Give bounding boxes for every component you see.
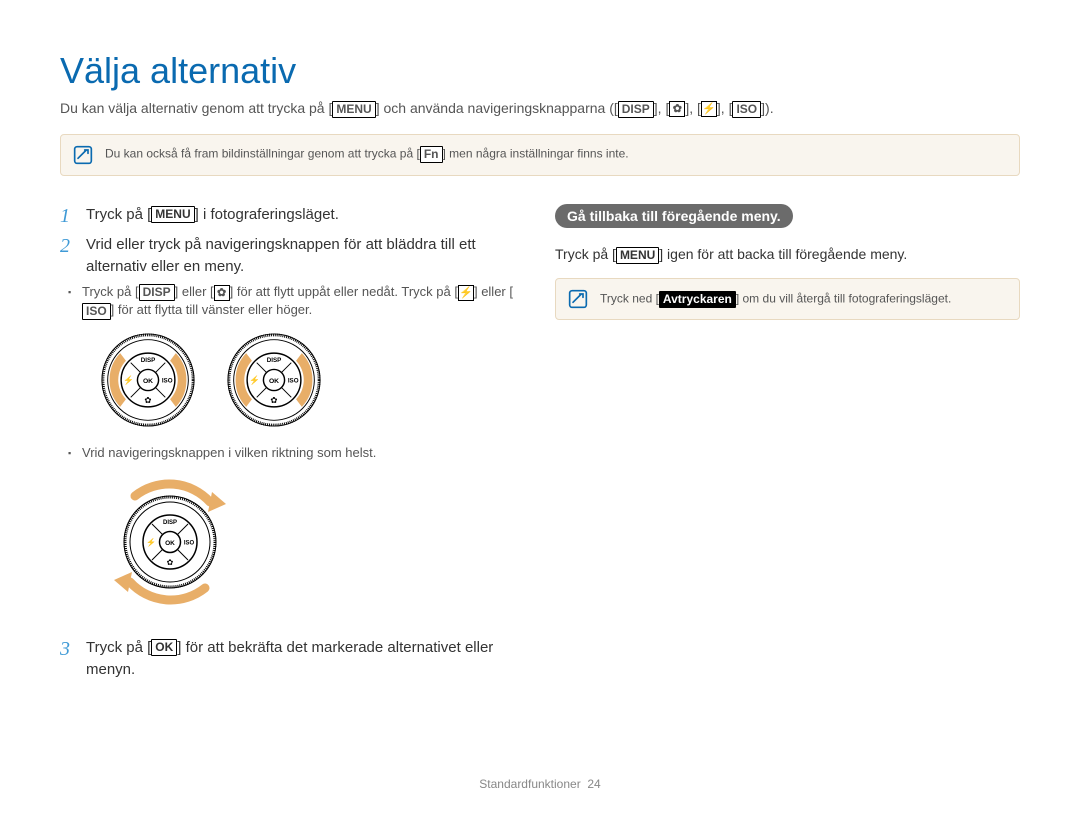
subsection-title: Gå tillbaka till föregående meny.	[555, 204, 793, 228]
text: ] och använda navigeringsknapparna ([	[376, 100, 618, 116]
page-title: Välja alternativ	[60, 50, 1020, 92]
text: ], [	[685, 100, 701, 116]
text: ] men några inställningar finns inte.	[443, 147, 629, 161]
text: ] eller [	[474, 284, 513, 299]
right-text: Tryck på [MENU] igen för att backa till …	[555, 244, 1020, 264]
svg-text:ISO: ISO	[184, 540, 195, 546]
text: ] i fotograferingsläget.	[195, 206, 339, 223]
nav-dial-icon	[226, 332, 322, 428]
iso-button-label: ISO	[82, 303, 111, 320]
iso-button-label: ISO	[732, 101, 761, 118]
page-footer: Standardfunktioner 24	[0, 777, 1080, 791]
text: ] eller [	[175, 284, 214, 299]
right-column: Gå tillbaka till föregående meny. Tryck …	[555, 204, 1020, 687]
step-number: 3	[60, 637, 76, 681]
step-3: 3 Tryck på [OK] för att bekräfta det mar…	[60, 637, 525, 681]
nav-dial-icon	[100, 332, 196, 428]
intro-text: Du kan välja alternativ genom att trycka…	[60, 100, 1020, 118]
step-1: 1 Tryck på [MENU] i fotograferingsläget.	[60, 204, 525, 228]
text: Tryck på [	[86, 639, 151, 656]
footer-label: Standardfunktioner	[479, 777, 580, 791]
note-text: Tryck ned [Avtryckaren] om du vill återg…	[600, 291, 951, 308]
text: ] för att flytt uppåt eller nedåt. Tryck…	[230, 284, 458, 299]
text: ] för att flytta till vänster eller höge…	[111, 302, 313, 317]
text: Du kan också få fram bildinställningar g…	[105, 147, 420, 161]
note-text: Du kan också få fram bildinställningar g…	[105, 146, 629, 163]
fn-button-label: Fn	[420, 146, 443, 163]
text: ] igen för att backa till föregående men…	[659, 246, 907, 262]
text: Tryck på [	[82, 284, 139, 299]
text: Du kan välja alternativ genom att trycka…	[60, 100, 332, 116]
step-number: 2	[60, 234, 76, 278]
text: ], [	[717, 100, 733, 116]
svg-text:OK: OK	[165, 540, 175, 547]
note-icon	[568, 289, 588, 309]
text: Tryck på [	[86, 206, 151, 223]
note-icon	[73, 145, 93, 165]
macro-icon: ✿	[669, 101, 685, 117]
ok-button-label: OK	[151, 639, 177, 656]
shutter-button-label: Avtryckaren	[659, 291, 736, 308]
dial-illustration-row	[100, 332, 525, 428]
flash-icon: ⚡	[458, 285, 474, 301]
disp-button-label: DISP	[618, 101, 654, 118]
step-2: 2 Vrid eller tryck på navigeringsknappen…	[60, 234, 525, 278]
disp-button-label: DISP	[139, 284, 175, 301]
menu-button-label: MENU	[616, 247, 659, 264]
svg-text:✿: ✿	[167, 558, 174, 567]
text: ] om du vill återgå till fotograferingsl…	[736, 291, 951, 305]
text: Tryck på [	[555, 246, 616, 262]
flash-icon: ⚡	[701, 101, 717, 117]
menu-button-label: MENU	[332, 101, 375, 118]
note-box: Tryck ned [Avtryckaren] om du vill återg…	[555, 278, 1020, 320]
step-number: 1	[60, 204, 76, 228]
step-2-sub2: Vrid navigeringsknappen i vilken riktnin…	[72, 444, 525, 462]
page-number: 24	[587, 777, 600, 791]
step-text: Vrid eller tryck på navigeringsknappen f…	[86, 234, 525, 278]
text: ], [	[654, 100, 670, 116]
step-2-sub1: Tryck på [DISP] eller [✿] för att flytt …	[72, 283, 525, 319]
note-box: Du kan också få fram bildinställningar g…	[60, 134, 1020, 176]
left-column: 1 Tryck på [MENU] i fotograferingsläget.…	[60, 204, 525, 687]
macro-icon: ✿	[214, 285, 230, 301]
dial-rotate-illustration: DISP ✿ ⚡ ISO OK	[100, 472, 240, 617]
menu-button-label: MENU	[151, 206, 194, 223]
svg-text:⚡: ⚡	[146, 537, 156, 547]
svg-text:DISP: DISP	[163, 520, 177, 526]
text: Tryck ned [	[600, 291, 659, 305]
text: ]).	[761, 100, 773, 116]
